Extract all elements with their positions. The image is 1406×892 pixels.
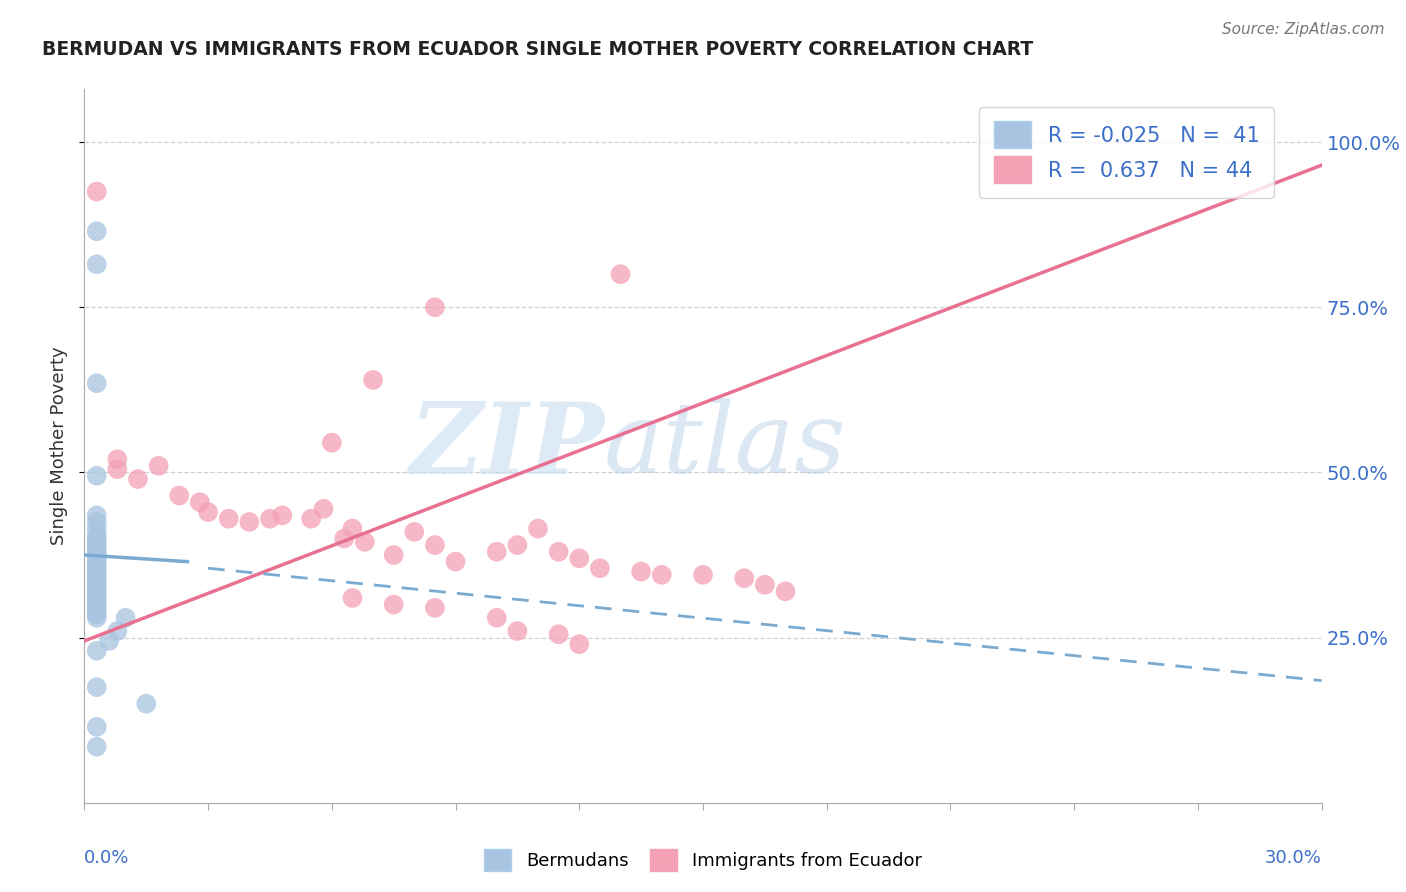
Point bbox=[506, 538, 529, 552]
Point bbox=[86, 468, 108, 483]
Point bbox=[86, 574, 108, 589]
Point bbox=[86, 680, 108, 694]
Point bbox=[86, 578, 108, 592]
Point bbox=[86, 598, 108, 612]
Point bbox=[609, 267, 631, 281]
Point bbox=[86, 604, 108, 618]
Point bbox=[423, 300, 446, 314]
Point bbox=[86, 532, 108, 546]
Point bbox=[547, 545, 569, 559]
Point bbox=[444, 555, 467, 569]
Point bbox=[775, 584, 797, 599]
Point bbox=[382, 598, 405, 612]
Point bbox=[86, 224, 108, 238]
Point bbox=[105, 452, 128, 467]
Point bbox=[86, 591, 108, 605]
Point bbox=[485, 545, 508, 559]
Legend: R = -0.025   N =  41, R =  0.637   N = 44: R = -0.025 N = 41, R = 0.637 N = 44 bbox=[979, 107, 1274, 198]
Point bbox=[423, 538, 446, 552]
Point bbox=[630, 565, 652, 579]
Point bbox=[568, 637, 591, 651]
Text: BERMUDAN VS IMMIGRANTS FROM ECUADOR SINGLE MOTHER POVERTY CORRELATION CHART: BERMUDAN VS IMMIGRANTS FROM ECUADOR SING… bbox=[42, 40, 1033, 59]
Point bbox=[86, 534, 108, 549]
Point bbox=[423, 600, 446, 615]
Point bbox=[188, 495, 211, 509]
Text: ZIP: ZIP bbox=[409, 398, 605, 494]
Point bbox=[506, 624, 529, 638]
Point bbox=[86, 551, 108, 566]
Point bbox=[218, 511, 240, 525]
Point bbox=[733, 571, 755, 585]
Point bbox=[197, 505, 219, 519]
Point bbox=[135, 697, 157, 711]
Point bbox=[547, 627, 569, 641]
Point bbox=[86, 739, 108, 754]
Point bbox=[86, 561, 108, 575]
Point bbox=[86, 600, 108, 615]
Point bbox=[86, 541, 108, 556]
Point bbox=[86, 567, 108, 582]
Point bbox=[527, 522, 550, 536]
Point bbox=[86, 522, 108, 536]
Point bbox=[98, 634, 121, 648]
Point bbox=[692, 567, 714, 582]
Point bbox=[86, 555, 108, 569]
Point bbox=[312, 501, 335, 516]
Point bbox=[589, 561, 612, 575]
Point bbox=[127, 472, 149, 486]
Point bbox=[86, 515, 108, 529]
Point bbox=[86, 565, 108, 579]
Point bbox=[299, 511, 322, 525]
Legend: Bermudans, Immigrants from Ecuador: Bermudans, Immigrants from Ecuador bbox=[477, 842, 929, 879]
Point bbox=[86, 548, 108, 562]
Point bbox=[754, 578, 776, 592]
Point bbox=[86, 376, 108, 391]
Point bbox=[86, 594, 108, 608]
Point bbox=[342, 522, 364, 536]
Point bbox=[651, 567, 673, 582]
Point bbox=[86, 558, 108, 572]
Point bbox=[86, 581, 108, 595]
Point bbox=[114, 611, 136, 625]
Point bbox=[86, 538, 108, 552]
Point bbox=[86, 644, 108, 658]
Point bbox=[86, 528, 108, 542]
Point bbox=[148, 458, 170, 473]
Point bbox=[86, 584, 108, 599]
Y-axis label: Single Mother Poverty: Single Mother Poverty bbox=[51, 347, 69, 545]
Point bbox=[105, 462, 128, 476]
Point bbox=[86, 571, 108, 585]
Point bbox=[568, 551, 591, 566]
Point bbox=[259, 511, 281, 525]
Text: 0.0%: 0.0% bbox=[84, 849, 129, 867]
Point bbox=[86, 611, 108, 625]
Point bbox=[86, 588, 108, 602]
Point bbox=[238, 515, 260, 529]
Point bbox=[86, 185, 108, 199]
Text: 30.0%: 30.0% bbox=[1265, 849, 1322, 867]
Point bbox=[105, 624, 128, 638]
Point bbox=[353, 534, 375, 549]
Text: Source: ZipAtlas.com: Source: ZipAtlas.com bbox=[1222, 22, 1385, 37]
Point bbox=[86, 720, 108, 734]
Point bbox=[86, 508, 108, 523]
Point bbox=[86, 257, 108, 271]
Point bbox=[321, 435, 343, 450]
Point bbox=[271, 508, 294, 523]
Point bbox=[167, 489, 190, 503]
Point bbox=[86, 607, 108, 622]
Text: atlas: atlas bbox=[605, 399, 846, 493]
Point bbox=[86, 545, 108, 559]
Point bbox=[342, 591, 364, 605]
Point bbox=[404, 524, 426, 539]
Point bbox=[333, 532, 356, 546]
Point bbox=[485, 611, 508, 625]
Point bbox=[361, 373, 384, 387]
Point bbox=[382, 548, 405, 562]
